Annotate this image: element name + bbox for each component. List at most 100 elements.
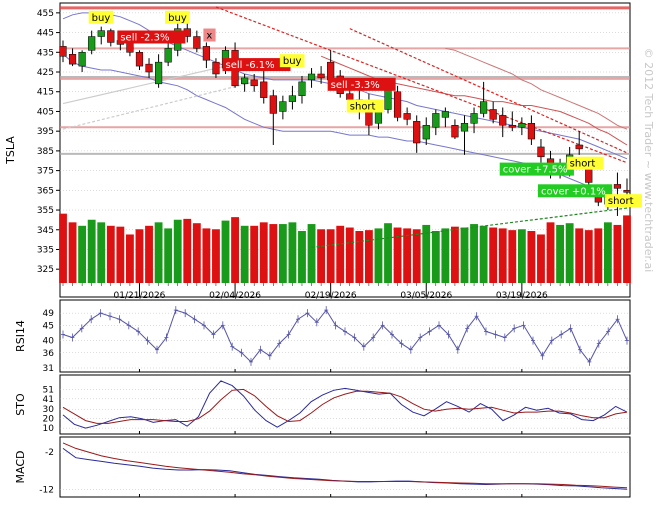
volume-bar bbox=[489, 227, 498, 283]
volume-bar bbox=[240, 225, 249, 283]
volume-bar bbox=[59, 213, 67, 283]
main-ytick-label: 455 bbox=[37, 9, 54, 19]
signal-annotation-box bbox=[537, 184, 613, 198]
volume-bar bbox=[451, 226, 459, 283]
candle-body bbox=[527, 123, 536, 140]
volume-bar bbox=[125, 234, 134, 283]
main-xtick-label: 02/19/2026 bbox=[305, 291, 357, 301]
main-ytick-label: 335 bbox=[37, 245, 54, 255]
volume-bar bbox=[68, 222, 77, 283]
ind-ytick-label: -12 bbox=[39, 485, 54, 495]
candle-body bbox=[623, 190, 631, 193]
candle-body bbox=[460, 123, 469, 132]
candle-body bbox=[518, 123, 526, 128]
ind-ytick-label: 45 bbox=[43, 321, 54, 331]
candle-body bbox=[470, 113, 478, 124]
volume-bar bbox=[154, 222, 163, 283]
volume-bar bbox=[269, 224, 278, 283]
volume-bar bbox=[202, 228, 211, 283]
main-xtick-label: 03/05/2026 bbox=[400, 291, 452, 301]
ind-ylabel-macd: MACD bbox=[14, 451, 27, 484]
panel-frame-3 bbox=[59, 436, 631, 498]
volume-bar bbox=[384, 223, 392, 283]
panel-frame-1 bbox=[59, 299, 631, 373]
volume-bar bbox=[97, 222, 106, 283]
ind-ytick-label: 36 bbox=[43, 349, 55, 359]
volume-bar bbox=[470, 224, 478, 283]
volume-bar bbox=[116, 226, 125, 283]
candle-body bbox=[97, 30, 105, 37]
signal-annotation-box bbox=[604, 194, 642, 208]
volume-bar bbox=[298, 231, 306, 283]
signal-annotation-label: sell -3.3% bbox=[331, 80, 380, 91]
moving-average-line-2 bbox=[445, 47, 628, 130]
candle-body bbox=[432, 113, 440, 128]
candle-body bbox=[68, 54, 77, 65]
main-ytick-label: 395 bbox=[37, 127, 54, 137]
volume-bar bbox=[288, 222, 297, 283]
candle-body bbox=[384, 87, 392, 110]
signal-annotation-label: sell -6.1% bbox=[226, 60, 275, 71]
candle-body bbox=[193, 36, 201, 49]
volume-bar bbox=[317, 229, 326, 283]
volume-bar bbox=[575, 228, 584, 283]
volume-bar bbox=[355, 231, 364, 283]
signal-annotation-box bbox=[117, 30, 186, 44]
signal-annotation-label: buy bbox=[168, 13, 187, 24]
volume-bar bbox=[145, 225, 153, 283]
candle-body bbox=[288, 95, 297, 102]
volume-bar bbox=[565, 223, 574, 283]
volume-bar bbox=[508, 230, 517, 283]
watermark-text: © 2012 Tech Trader ~ www.techtrader.ai bbox=[642, 48, 655, 273]
candle-body bbox=[250, 79, 258, 87]
trend-line bbox=[311, 207, 628, 249]
signal-annotation-box bbox=[165, 10, 190, 24]
volume-bar bbox=[231, 217, 239, 283]
ind-ytick-label: 10 bbox=[43, 424, 55, 434]
volume-bar bbox=[212, 229, 220, 283]
main-xtick-label: 01/21/2026 bbox=[114, 291, 166, 301]
ind-series-line bbox=[62, 442, 628, 489]
signal-annotation-box bbox=[203, 28, 216, 42]
main-ytick-label: 375 bbox=[37, 167, 54, 177]
candle-body bbox=[451, 125, 459, 138]
ind-ytick-label: -2 bbox=[45, 448, 54, 458]
signal-annotation-label: cover +7.5% bbox=[503, 165, 568, 176]
main-xtick-label: 03/19/2026 bbox=[496, 291, 548, 301]
volume-bar bbox=[603, 222, 612, 283]
signal-annotation-box bbox=[566, 156, 604, 170]
main-ytick-label: 345 bbox=[37, 226, 54, 236]
volume-bar bbox=[374, 228, 383, 283]
candle-body bbox=[269, 95, 277, 114]
candle-body bbox=[154, 61, 163, 85]
volume-bar bbox=[393, 227, 402, 283]
volume-bar bbox=[537, 234, 545, 283]
signal-annotation-box bbox=[279, 54, 305, 68]
ind-ytick-label: 30 bbox=[43, 405, 55, 415]
candle-body bbox=[241, 77, 249, 85]
main-ytick-label: 445 bbox=[37, 29, 54, 39]
candle-body bbox=[575, 144, 583, 150]
volume-bar bbox=[460, 227, 469, 283]
ind-ytick-label: 41 bbox=[43, 395, 54, 405]
volume-bar bbox=[403, 228, 412, 283]
main-ylabel: TSLA bbox=[4, 136, 17, 165]
signal-annotation-box bbox=[88, 10, 114, 24]
volume-bar bbox=[78, 225, 87, 283]
candle-body bbox=[508, 125, 516, 128]
candle-body bbox=[413, 121, 421, 144]
signal-annotation-label: buy bbox=[92, 13, 111, 24]
volume-bar bbox=[221, 220, 230, 283]
volume-bar bbox=[307, 224, 316, 283]
trend-line bbox=[349, 28, 628, 154]
volume-bar bbox=[594, 228, 603, 283]
signal-annotation-label: short bbox=[608, 196, 634, 207]
candle-body bbox=[613, 184, 622, 189]
signal-annotation-label: short bbox=[350, 102, 376, 113]
main-ytick-label: 435 bbox=[37, 48, 54, 58]
volume-bar bbox=[441, 228, 450, 283]
volume-bar bbox=[498, 228, 507, 283]
main-ytick-label: 365 bbox=[37, 186, 54, 196]
candle-body bbox=[78, 52, 86, 67]
